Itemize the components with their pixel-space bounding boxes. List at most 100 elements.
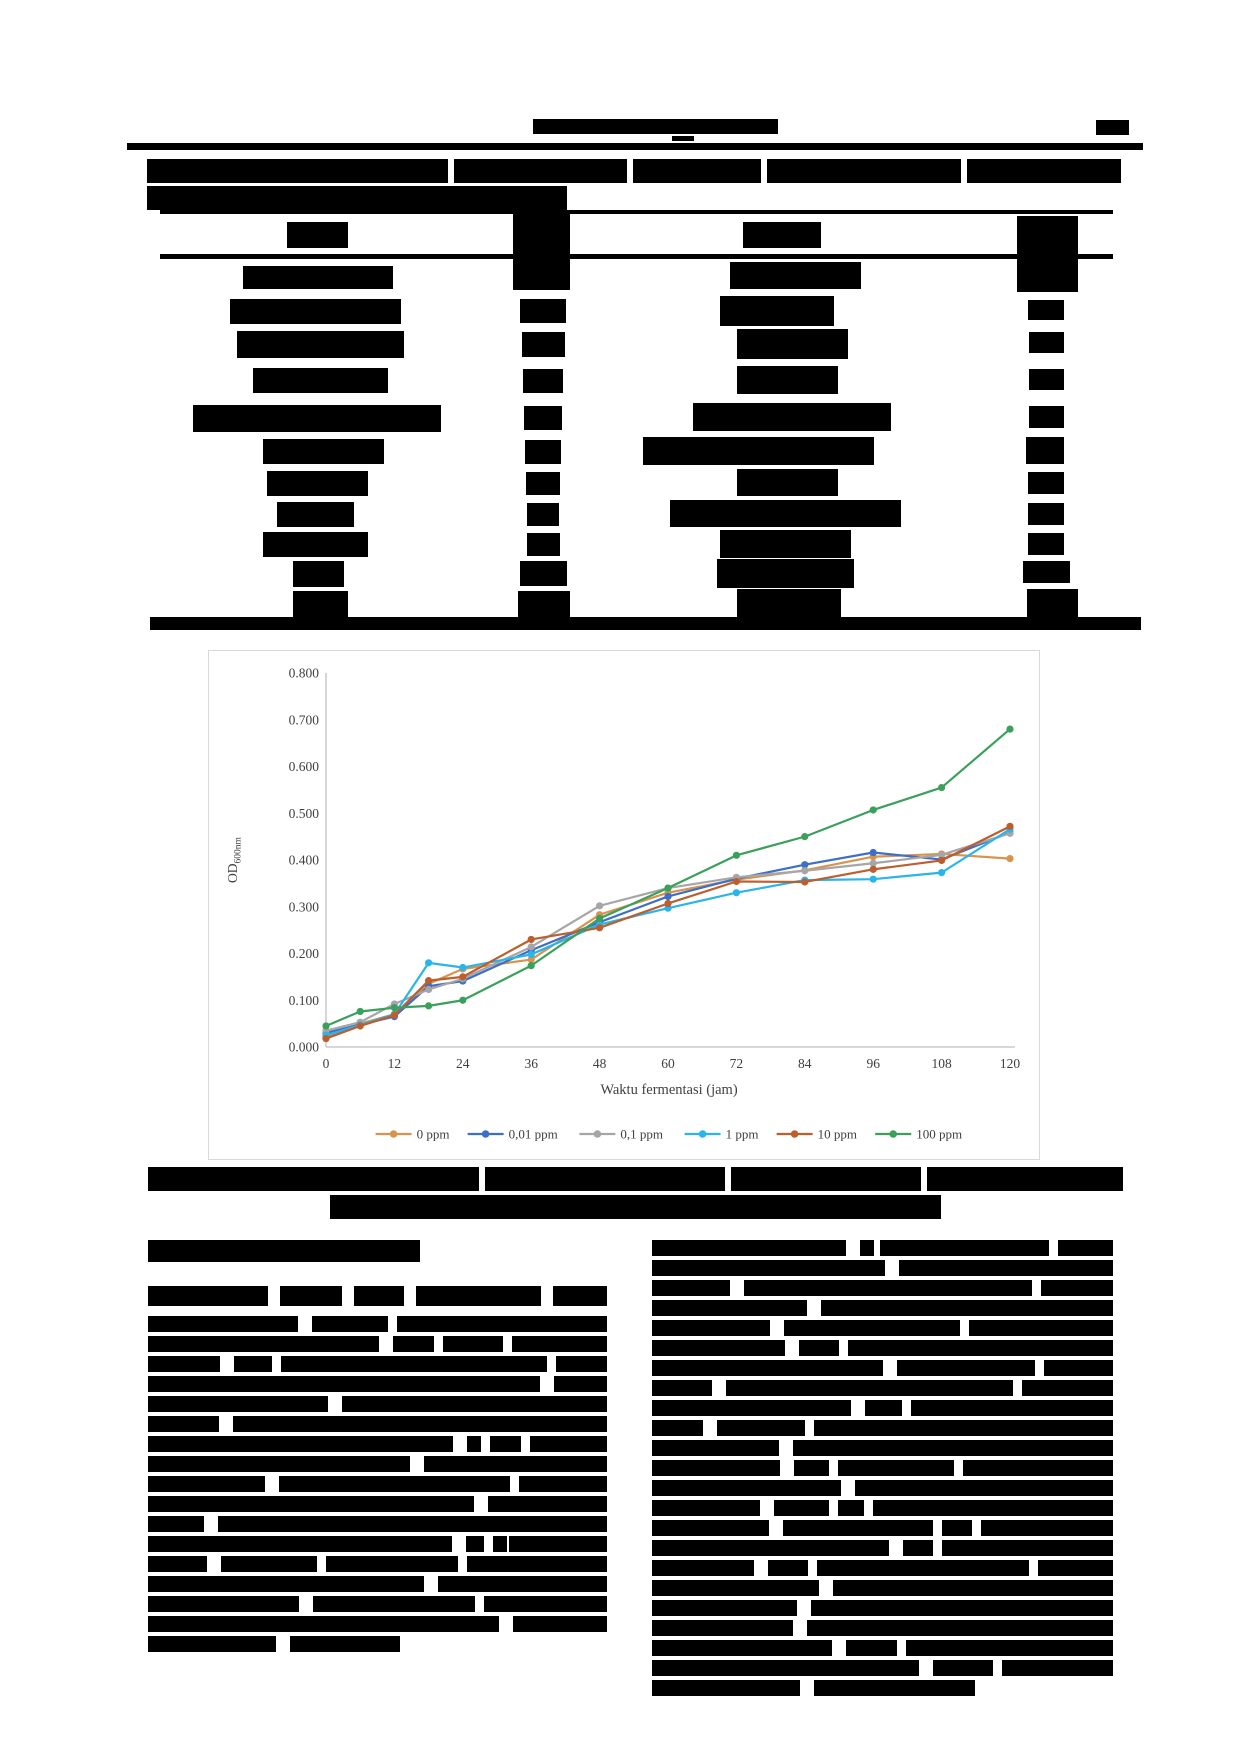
redacted-table-caption [147,186,567,210]
body-right-column-line [652,1520,770,1536]
redacted-section-heading [148,1240,420,1262]
body-right-column-line [814,1680,975,1696]
redacted-table-cell [230,299,401,324]
body-left-column-line [148,1556,207,1572]
body-left-column-line [148,1456,410,1472]
body-left-column-line [556,1356,607,1372]
body-right-column-line [652,1440,780,1456]
body-left-column-line [312,1316,389,1332]
body-left-column-line [490,1436,522,1452]
redacted-table-cell [277,502,354,527]
data-point [664,884,672,892]
body-left-column-line [148,1356,221,1372]
legend-label: 0,01 ppm [509,1127,558,1142]
legend-marker-dot [790,1130,799,1138]
body-right-column-line [652,1620,793,1636]
body-right-column-line [896,1360,1036,1376]
redacted-table-cell [720,530,851,558]
data-point [869,875,877,883]
body-right-column-line [652,1380,712,1396]
body-left-column-line [148,1596,299,1612]
data-point [1006,725,1014,733]
redacted-table-cell [263,532,368,557]
body-left-column-line [148,1496,475,1512]
body-right-column-line [652,1360,883,1376]
body-left-column-line [483,1596,607,1612]
body-left-column-line [488,1496,607,1512]
legend-label: 0 ppm [417,1127,450,1142]
legend-item-0-ppm: 0 ppm [375,1127,450,1142]
y-tick-label: 0.300 [289,899,320,914]
body-right-column-line [902,1540,934,1556]
body-right-column-line [864,1400,902,1416]
redacted-figure-caption [148,1167,479,1191]
redacted-table-header-col1 [287,222,348,248]
x-tick-label: 108 [931,1056,952,1071]
redacted-table-caption [633,159,761,183]
body-left-column-line [281,1356,547,1372]
body-right-column-line [942,1540,1113,1556]
body-left-column-line [234,1356,273,1372]
data-point [459,996,467,1004]
y-tick-label: 0.800 [289,666,320,681]
body-right-column-line [652,1680,801,1696]
data-point [356,1022,364,1030]
body-right-column-line [1038,1560,1113,1576]
redacted-table-caption [454,159,627,183]
redacted-figure-caption [927,1167,1123,1191]
body-left-column-line [466,1436,482,1452]
redacted-table-cell [293,591,348,617]
redacted-table-cell [670,500,901,527]
data-point [1006,822,1014,830]
data-point [938,783,946,792]
legend-marker-dot [389,1130,398,1138]
body-left-column-line [148,1636,277,1652]
redacted-table-cell [1028,533,1064,555]
data-point [869,865,877,873]
redacted-table-cell [518,591,570,617]
redacted-table-cell [520,561,567,586]
redacted-table-cell [267,471,368,496]
redacted-table-cell [520,299,566,323]
head-rule [127,143,1143,150]
body-right-column-line [652,1280,730,1296]
data-point [1006,854,1014,863]
redacted-table-cell [693,403,891,431]
body-right-column-line [860,1240,875,1256]
table-header-rule [160,254,1113,259]
body-right-column-line [1021,1380,1113,1396]
data-point [801,833,809,841]
body-right-column-line [879,1240,1049,1256]
body-left-column-line [442,1336,503,1352]
body-left-column-line [148,1476,266,1492]
legend-label: 1 ppm [726,1127,759,1142]
body-right-column-line [941,1520,973,1536]
body-left-column-line [233,1416,607,1432]
body-right-column-line [749,1280,1033,1296]
redacted-table-cell [293,561,344,587]
legend-item-1-ppm: 1 ppm [684,1127,759,1142]
data-point [801,861,809,869]
data-point [732,851,741,859]
body-left-column-line [326,1556,459,1572]
legend-item-100-ppm: 100 ppm [875,1127,962,1142]
body-right-column-line [968,1320,1113,1336]
body-left-column-line [148,1336,379,1352]
body-left-column-line [148,1616,500,1632]
redacted-table-cell [717,559,854,588]
data-point [425,1002,433,1010]
body-right-column-line [821,1300,1113,1316]
table-top-rule [160,210,1113,214]
table-bottom-rule [150,617,1141,630]
redacted-table-cell [527,503,559,526]
body-right-column-line [872,1500,1113,1516]
body-right-column-line [845,1640,898,1656]
redacted-table-caption [767,159,961,183]
body-right-column-line [793,1440,1113,1456]
body-right-column-line [652,1340,786,1356]
data-point [938,851,946,859]
data-point [459,963,467,972]
legend-item-0-01-ppm: 0,01 ppm [467,1127,558,1142]
x-tick-label: 12 [388,1056,402,1071]
body-right-column-line [1002,1660,1113,1676]
